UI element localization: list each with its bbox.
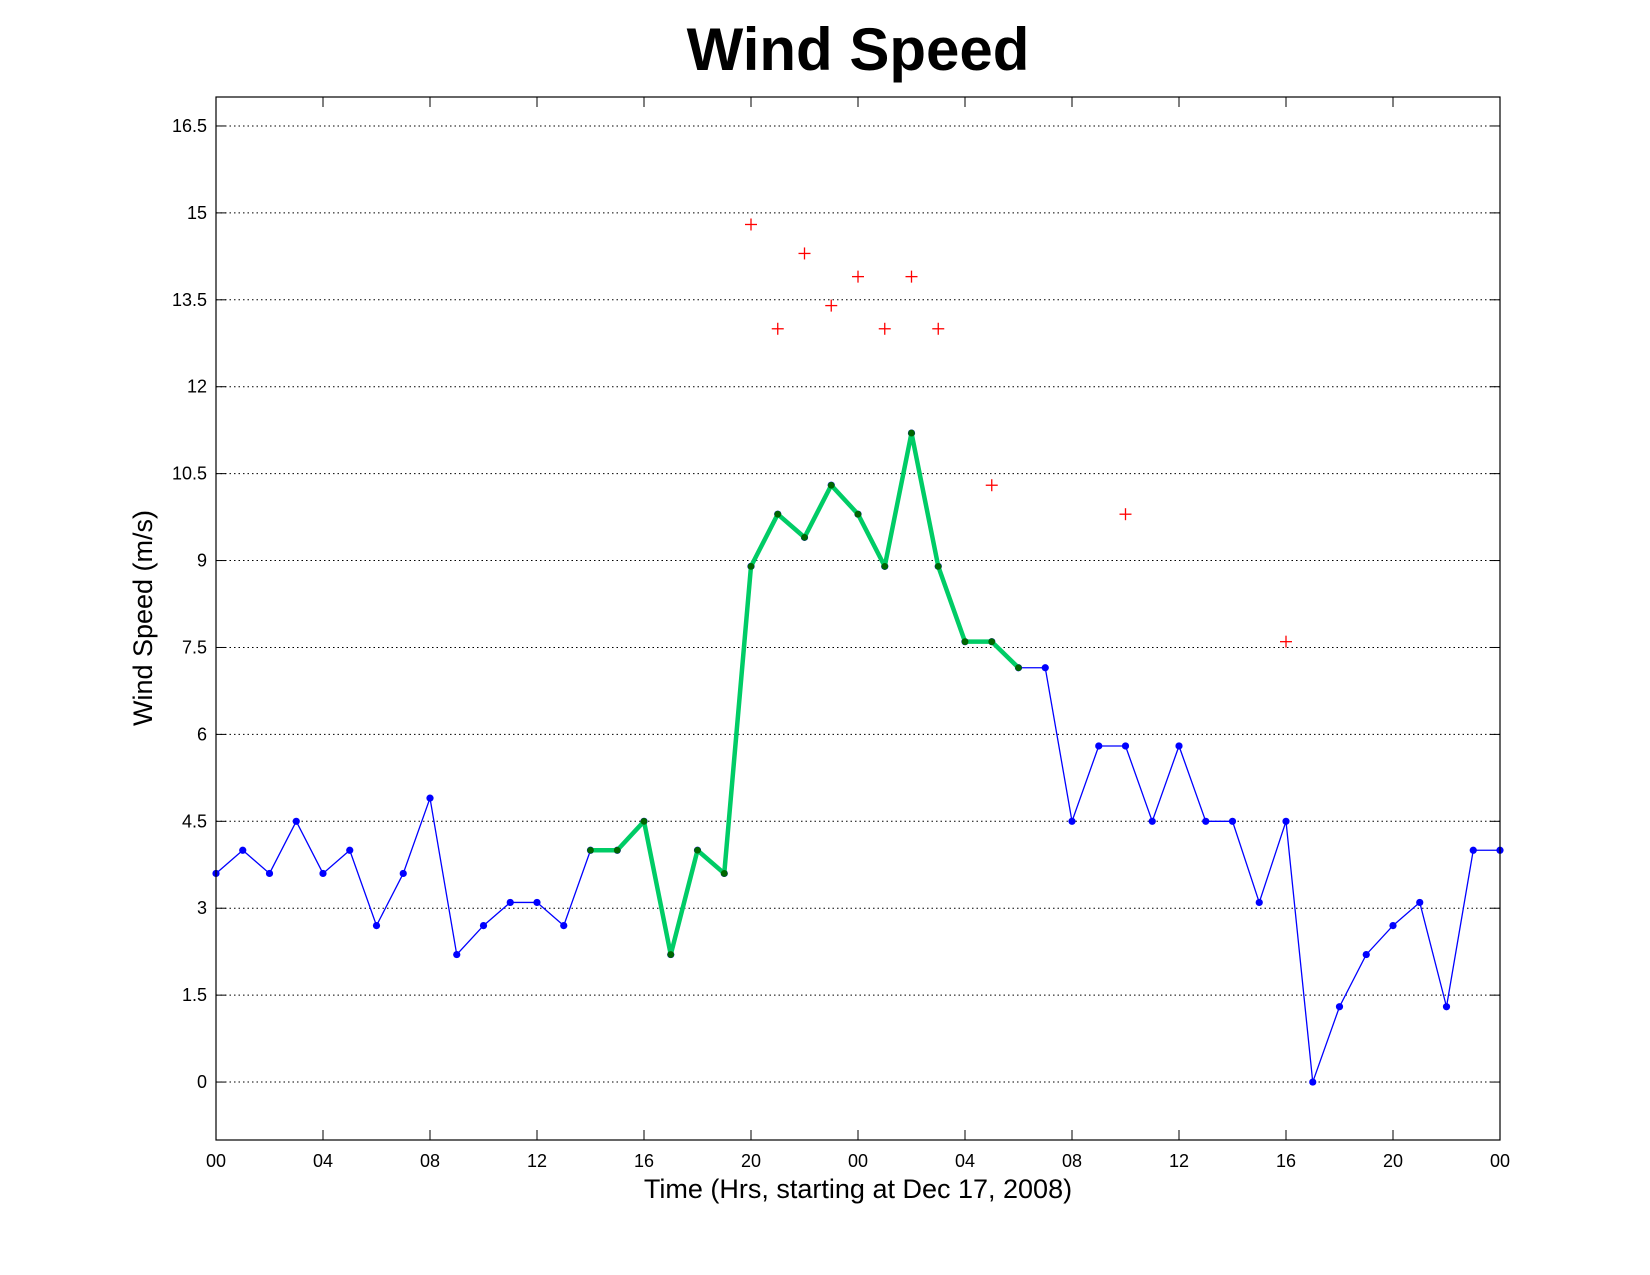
- x-tick-label: 08: [420, 1151, 440, 1171]
- x-tick-label: 00: [1490, 1151, 1510, 1171]
- data-point-green: [1015, 664, 1022, 672]
- y-tick-label: 10.5: [172, 464, 207, 484]
- data-point-blue: [1469, 846, 1477, 854]
- data-point-green: [587, 846, 594, 854]
- series-layer: [212, 218, 1504, 1086]
- data-point-blue: [1389, 922, 1397, 930]
- tick-marks: [215, 97, 1501, 1140]
- data-point-green: [908, 429, 915, 437]
- y-tick-label: 7.5: [182, 637, 207, 657]
- data-point-green: [774, 510, 782, 518]
- data-point-blue: [1228, 817, 1237, 825]
- x-tick-label: 08: [1062, 1151, 1082, 1171]
- data-point-red-plus: [905, 270, 918, 283]
- data-point-blue: [292, 817, 300, 825]
- data-point-blue: [479, 922, 488, 930]
- data-point-blue: [1416, 898, 1424, 907]
- x-tick-label: 16: [634, 1151, 654, 1171]
- y-tick-label: 0: [197, 1072, 207, 1092]
- data-point-red-plus: [1280, 635, 1292, 648]
- data-point-blue: [1282, 817, 1290, 825]
- data-point-blue: [239, 846, 247, 854]
- data-point-blue: [399, 869, 407, 878]
- data-point-blue: [1148, 817, 1156, 825]
- data-point-green: [720, 870, 728, 877]
- data-point-green: [640, 817, 648, 825]
- data-point-blue: [265, 869, 274, 878]
- data-point-blue: [1041, 664, 1049, 672]
- y-tick-label: 16.5: [172, 116, 207, 136]
- data-point-red-plus: [985, 479, 998, 492]
- data-point-green: [827, 481, 835, 489]
- data-point-blue: [346, 846, 354, 854]
- x-axis-label: Time (Hrs, starting at Dec 17, 2008): [644, 1174, 1072, 1204]
- x-tick-label: 04: [955, 1151, 975, 1171]
- data-point-red-plus: [878, 322, 891, 335]
- data-point-green: [854, 510, 862, 518]
- x-tick-label: 00: [848, 1151, 868, 1171]
- x-tick-label: 20: [741, 1151, 761, 1171]
- data-point-red-plus: [932, 322, 945, 335]
- data-point-blue: [453, 950, 461, 959]
- data-point-green: [988, 638, 996, 646]
- data-point-blue: [1309, 1078, 1317, 1086]
- y-tick-label: 3: [197, 898, 207, 918]
- x-tick-label: 16: [1276, 1151, 1296, 1171]
- data-point-green: [667, 951, 675, 958]
- x-tick-label: 20: [1383, 1151, 1403, 1171]
- data-point-blue: [1335, 1003, 1344, 1011]
- data-point-red-plus: [745, 218, 757, 231]
- y-tick-label: 6: [197, 724, 207, 744]
- data-point-blue: [426, 794, 434, 802]
- data-point-blue: [506, 898, 514, 907]
- data-point-blue: [560, 922, 568, 930]
- x-tick-label: 12: [527, 1151, 547, 1171]
- plot-background: [216, 97, 1500, 1140]
- data-point-blue: [1442, 1003, 1451, 1011]
- data-point-green: [694, 846, 701, 854]
- data-point-green: [934, 562, 942, 570]
- y-tick-label: 15: [187, 203, 207, 223]
- data-point-red-plus: [771, 322, 784, 335]
- data-point-red-plus: [1119, 508, 1132, 521]
- data-point-green: [747, 562, 755, 570]
- data-point-blue: [1095, 742, 1103, 750]
- data-point-blue: [1362, 950, 1370, 959]
- data-point-red-plus: [825, 299, 838, 312]
- data-point-blue: [1202, 817, 1210, 825]
- data-point-blue: [533, 898, 541, 907]
- data-point-blue: [1068, 817, 1076, 825]
- data-point-blue: [1255, 898, 1263, 907]
- data-point-green: [801, 533, 808, 541]
- y-tick-label: 1.5: [182, 985, 207, 1005]
- x-tick-label: 04: [313, 1151, 333, 1171]
- data-point-blue: [1121, 742, 1130, 750]
- x-tick-label: 00: [206, 1151, 226, 1171]
- y-tick-label: 12: [187, 377, 207, 397]
- y-tick-labels: 0 1.5 3 4.5 6 7.5 9 10.5 12 13.5 15 16.5: [172, 116, 207, 1092]
- chart-title: Wind Speed: [687, 16, 1030, 83]
- data-point-blue: [319, 869, 327, 878]
- y-axis-label: Wind Speed (m/s): [128, 510, 158, 726]
- y-tick-label: 13.5: [172, 290, 207, 310]
- data-point-red-plus: [798, 247, 811, 260]
- data-point-green: [613, 846, 621, 854]
- data-point-green: [881, 562, 889, 570]
- data-point-blue: [1175, 742, 1183, 750]
- x-tick-label: 12: [1169, 1151, 1189, 1171]
- data-point-green: [961, 638, 969, 646]
- data-point-blue: [372, 922, 381, 930]
- data-point-red-plus: [852, 270, 864, 283]
- y-tick-label: 9: [197, 551, 207, 571]
- x-tick-labels: 00 04 08 12 16 20 00 04 08 12 16 20 00: [206, 1151, 1510, 1171]
- y-tick-label: 4.5: [182, 811, 207, 831]
